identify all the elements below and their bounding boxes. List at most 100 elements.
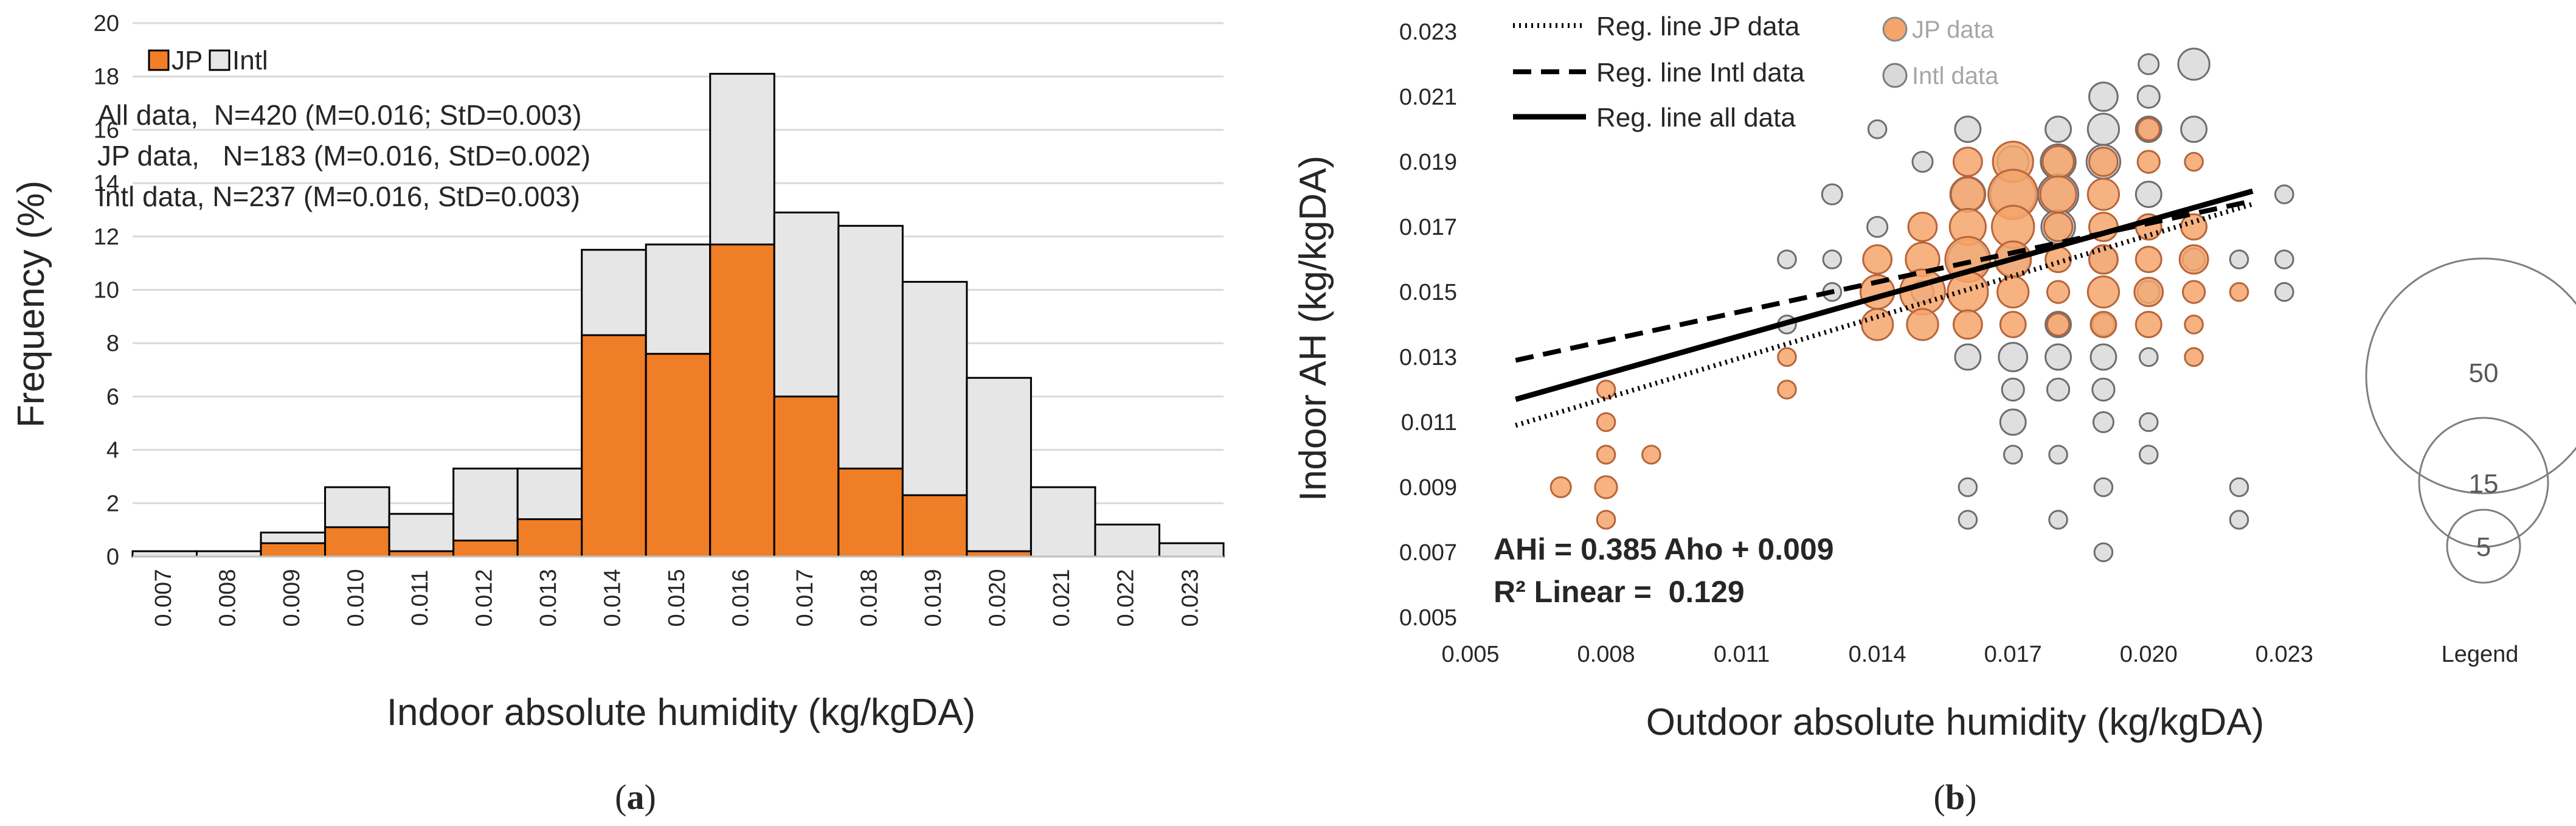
x-tick-label-b: 0.017 xyxy=(1984,642,2042,667)
stats-all-data: All data, N=420 (M=0.016; StD=0.003) xyxy=(97,99,582,131)
y-tick-label-a: 20 xyxy=(94,11,119,36)
scatter-panel: 0.005 0.007 0.009 0.011 0.013 0.015 0.017 0.019… xyxy=(1292,12,2576,817)
legend-label-reg-all: Reg. line all data xyxy=(1596,103,1796,133)
y-tick-label-b: 0.005 xyxy=(1399,605,1457,631)
scatter-x-axis-title: Outdoor absolute humidity (kg/kgDA) xyxy=(1646,701,2265,743)
bar-intl xyxy=(1030,486,1096,558)
bar-jp xyxy=(645,353,712,558)
regression-equation: AHi = 0.385 Aho + 0.009 xyxy=(1494,532,1834,566)
x-tick-label-a: 0.008 xyxy=(215,569,240,626)
scatter-x-ticks: 0.005 0.008 0.011 0.014 0.017 0.020 0.023 Legen… xyxy=(1441,642,2518,667)
bar-intl xyxy=(1158,542,1225,558)
bubble-jp xyxy=(1777,347,1797,367)
bubble-size-label-15: 15 xyxy=(2469,469,2499,499)
y-tick-label-b: 0.019 xyxy=(1399,150,1457,175)
bar-intl xyxy=(1094,523,1160,558)
bubble-jp xyxy=(1596,510,1616,530)
x-tick-label-legend: Legend xyxy=(2442,642,2519,667)
bubble-jp xyxy=(2086,178,2121,211)
bubble-jp xyxy=(2133,277,2164,307)
bubble-size-legend-5 xyxy=(2446,508,2521,584)
bubble-jp xyxy=(2046,312,2071,337)
y-tick-label-a: 6 xyxy=(106,384,119,410)
bubble-intl xyxy=(2274,249,2294,269)
x-tick-label-a: 0.022 xyxy=(1113,569,1139,626)
x-tick-label-a: 0.011 xyxy=(407,570,433,626)
histogram-y-axis-title: Frequency (%) xyxy=(10,181,52,428)
bubble-jp xyxy=(2046,280,2071,304)
bubble-jp xyxy=(2039,175,2077,213)
bubble-intl xyxy=(2229,249,2249,269)
bubble-jp xyxy=(1862,244,1893,275)
bubble-intl xyxy=(1821,183,1843,206)
x-tick-label-a: 0.007 xyxy=(151,569,176,626)
bubble-intl xyxy=(1999,408,2027,436)
bubble-intl xyxy=(2048,445,2068,465)
bubble-jp xyxy=(2135,311,2162,338)
y-tick-label-b: 0.015 xyxy=(1399,280,1457,305)
bubble-jp xyxy=(1907,212,1938,242)
bubble-jp xyxy=(2229,282,2249,302)
x-tick-label-b: 0.011 xyxy=(1714,642,1770,667)
bubble-intl xyxy=(2229,477,2249,498)
bar-jp xyxy=(581,334,647,558)
bubble-jp xyxy=(2090,311,2117,338)
bar-jp xyxy=(901,494,968,558)
x-tick-label-a: 0.018 xyxy=(857,569,882,626)
stats-intl-data: Intl data, N=237 (M=0.016, StD=0.003) xyxy=(97,181,580,212)
y-tick-label-a: 18 xyxy=(94,64,119,90)
bar-jp xyxy=(516,518,583,558)
x-tick-label-a: 0.013 xyxy=(536,569,561,626)
bubble-intl xyxy=(1954,116,1982,143)
bubble-jp xyxy=(2184,314,2204,335)
x-tick-label-a: 0.016 xyxy=(729,569,754,626)
regression-line-dotted xyxy=(1515,201,2254,428)
scatter-y-axis-title: Indoor AH (kg/kgDA) xyxy=(1292,156,1334,502)
legend-label-jp-data: JP data xyxy=(1912,16,1995,43)
x-tick-label-a: 0.012 xyxy=(471,569,497,626)
bubble-jp xyxy=(1596,380,1616,400)
bar-intl xyxy=(388,513,455,558)
legend-swatch-jp xyxy=(148,49,170,71)
bubble-jp xyxy=(2088,244,2119,275)
y-tick-label-a: 10 xyxy=(94,278,119,304)
y-tick-label-b: 0.013 xyxy=(1399,345,1457,370)
histogram-x-axis-title: Indoor absolute humidity (kg/kgDA) xyxy=(387,692,975,734)
y-tick-label-b: 0.017 xyxy=(1399,215,1457,240)
bubble-intl xyxy=(2045,343,2072,371)
bubble-intl xyxy=(1954,343,1982,371)
bar-jp xyxy=(837,467,904,558)
x-tick-label-a: 0.010 xyxy=(343,569,369,626)
y-tick-label-b: 0.023 xyxy=(1399,19,1457,45)
bubble-jp xyxy=(2178,244,2209,275)
bubble-intl xyxy=(2135,181,2162,208)
y-tick-label-b: 0.021 xyxy=(1399,85,1457,110)
x-tick-label-b: 0.014 xyxy=(1849,642,1906,667)
bubble-jp xyxy=(2086,275,2121,309)
bubble-intl xyxy=(2229,510,2249,530)
bubble-size-label-50: 50 xyxy=(2469,358,2499,388)
y-tick-label-a: 16 xyxy=(94,117,119,143)
bubble-intl xyxy=(1958,477,1978,498)
bubble-intl xyxy=(2093,542,2114,563)
bubble-intl xyxy=(1911,150,1934,173)
panel-label-b-letter: b xyxy=(1945,777,1965,817)
bubble-intl xyxy=(1867,119,1888,139)
bubble-intl xyxy=(1866,215,1889,238)
histogram-x-ticks: 0.007 0.008 0.009 0.010 0.011 0.012 0.013 0.014… xyxy=(151,569,1203,626)
bubble-intl xyxy=(2138,347,2159,367)
bubble-jp xyxy=(2088,147,2119,177)
x-tick-label-a: 0.021 xyxy=(1049,569,1075,626)
bubble-jp xyxy=(2135,246,2162,273)
bubble-intl xyxy=(1998,342,2029,372)
bubble-intl xyxy=(2045,116,2072,143)
legend-swatch-intl xyxy=(209,49,230,71)
bubble-intl xyxy=(1958,510,1978,530)
bubble-jp xyxy=(2043,212,2074,242)
regression-lines xyxy=(1515,188,2254,428)
x-tick-label-a: 0.017 xyxy=(792,569,818,626)
bubble-jp xyxy=(2184,151,2204,172)
x-tick-label-b: 0.008 xyxy=(1577,642,1635,667)
bubble-jp xyxy=(1596,445,1616,465)
